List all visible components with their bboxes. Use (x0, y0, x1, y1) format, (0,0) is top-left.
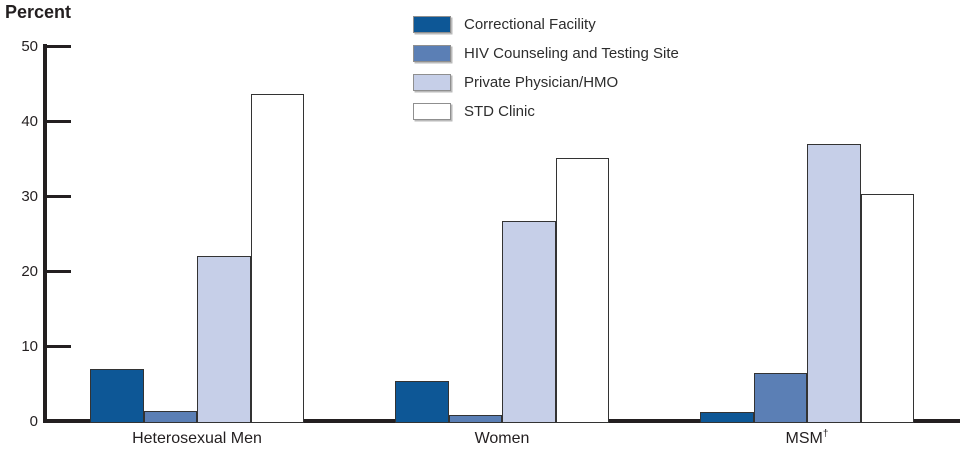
y-axis-line (43, 44, 47, 423)
legend-label: HIV Counseling and Testing Site (464, 45, 679, 62)
tick-mark-20 (47, 270, 71, 273)
bar-1-3 (197, 255, 251, 423)
bar-1-2 (143, 411, 197, 423)
legend-label: STD Clinic (464, 103, 535, 120)
legend-swatch-icon (413, 16, 451, 33)
category-label-2: Women (474, 430, 530, 447)
category-label-3: MSM† (785, 428, 829, 447)
legend-item-1: Correctional Facility (413, 16, 679, 33)
legend-swatch-icon (413, 74, 451, 91)
bar-1-1 (90, 369, 144, 423)
bar-3-3 (807, 144, 861, 423)
tick-label-40: 40 (21, 113, 38, 130)
tick-label-10: 10 (21, 338, 38, 355)
category-label-1: Heterosexual Men (132, 430, 262, 447)
legend-label: Private Physician/HMO (464, 74, 619, 91)
tick-mark-10 (47, 345, 71, 348)
legend-swatch-icon (413, 103, 451, 120)
bar-1-4 (250, 93, 304, 423)
dagger-superscript: † (822, 428, 829, 440)
tick-label-50: 50 (21, 38, 38, 55)
bar-3-2 (753, 372, 807, 423)
y-axis-title: Percent (5, 2, 72, 22)
legend: Correctional Facility HIV Counseling and … (413, 16, 679, 120)
bar-2-2 (448, 414, 502, 423)
tick-mark-50 (47, 45, 71, 48)
bar-3-1 (700, 411, 754, 423)
bar-2-3 (502, 221, 556, 423)
legend-swatch-icon (413, 45, 451, 62)
tick-label-0: 0 (29, 413, 38, 430)
tick-mark-30 (47, 195, 71, 198)
tick-label-30: 30 (21, 188, 38, 205)
legend-label: Correctional Facility (464, 16, 596, 33)
bar-2-1 (395, 381, 449, 423)
bar-2-4 (555, 157, 609, 423)
legend-item-4: STD Clinic (413, 103, 679, 120)
legend-item-2: HIV Counseling and Testing Site (413, 45, 679, 62)
tick-label-20: 20 (21, 263, 38, 280)
legend-item-3: Private Physician/HMO (413, 74, 679, 91)
tick-mark-40 (47, 120, 71, 123)
bar-3-4 (860, 194, 914, 423)
